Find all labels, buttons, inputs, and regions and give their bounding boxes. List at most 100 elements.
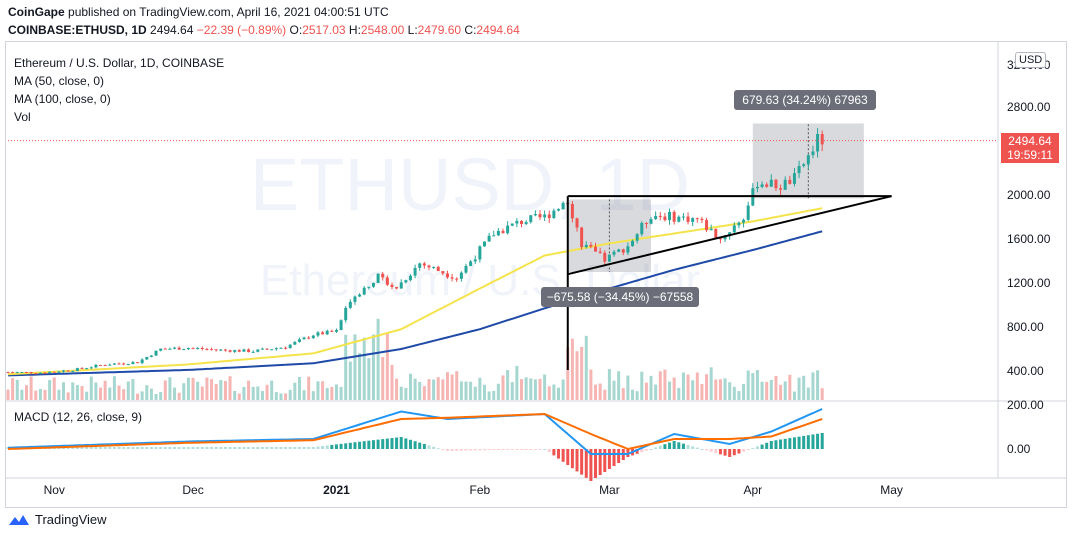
volume-bar bbox=[603, 389, 607, 400]
candle-body bbox=[362, 287, 366, 295]
candle-body bbox=[325, 330, 329, 335]
legend-ma50[interactable]: MA (50, close, 0) bbox=[14, 74, 105, 88]
volume-bar bbox=[103, 380, 107, 400]
candle-body bbox=[501, 230, 505, 234]
macd-histogram-bar bbox=[811, 434, 815, 449]
volume-bar bbox=[557, 387, 561, 400]
volume-bar bbox=[797, 377, 801, 400]
up-measure-label: 679.63 (34.24%) 67963 bbox=[742, 93, 868, 107]
down-measure-label: −675.58 (−34.45%) −67558 bbox=[547, 290, 694, 304]
macd-histogram-bar bbox=[723, 449, 727, 456]
volume-bar bbox=[436, 377, 440, 400]
down-measure-label-bg bbox=[541, 287, 699, 307]
footer-brand[interactable]: TradingView bbox=[8, 512, 107, 527]
volume-bar bbox=[334, 384, 338, 400]
ohlc-bar: COINBASE:ETHUSD, 1D 2494.64 −22.39 (−0.8… bbox=[8, 23, 520, 37]
volume-bar bbox=[524, 377, 528, 400]
volume-bar bbox=[52, 377, 56, 400]
macd-histogram-bar bbox=[515, 449, 519, 450]
macd-histogram-bar bbox=[746, 449, 750, 450]
volume-bar bbox=[75, 385, 79, 400]
volume-bar bbox=[288, 389, 292, 400]
volume-bar bbox=[297, 376, 301, 400]
currency-badge[interactable]: USD bbox=[1015, 52, 1047, 68]
macd-histogram-bar bbox=[654, 447, 658, 449]
publish-text: published on TradingView.com, April 16, … bbox=[68, 5, 389, 19]
macd-histogram-bar bbox=[769, 441, 773, 449]
macd-histogram-bar bbox=[450, 449, 454, 451]
triangle-drawing[interactable] bbox=[8, 140, 998, 370]
macd-histogram-bar bbox=[302, 447, 306, 449]
candle-body bbox=[247, 349, 251, 353]
macd-histogram-bar bbox=[279, 447, 283, 449]
macd-histogram-bar bbox=[112, 447, 116, 449]
macd-histogram-bar bbox=[478, 449, 482, 451]
volume-bar bbox=[783, 381, 787, 400]
macd-histogram-bar bbox=[779, 439, 783, 449]
candle-body bbox=[15, 372, 19, 374]
volume-bar bbox=[159, 392, 163, 400]
candle-body bbox=[89, 367, 93, 369]
candle-body bbox=[334, 330, 338, 332]
candle-body bbox=[284, 347, 288, 349]
legend-ma100[interactable]: MA (100, close, 0) bbox=[14, 92, 111, 106]
volume-bar bbox=[311, 391, 315, 400]
candle-body bbox=[256, 349, 260, 352]
price-tick-label: 1600.00 bbox=[1007, 232, 1051, 246]
macd-histogram-bar bbox=[427, 445, 431, 449]
volume-bar bbox=[640, 371, 644, 400]
volume-bar bbox=[714, 379, 718, 400]
volume-bar bbox=[293, 382, 297, 400]
candle-body bbox=[543, 214, 547, 218]
candle-body bbox=[339, 320, 343, 331]
volume-bar bbox=[487, 391, 491, 400]
volume-bar bbox=[186, 377, 190, 400]
candle-body bbox=[496, 230, 500, 236]
volume-bar bbox=[677, 387, 681, 400]
candle-body bbox=[732, 225, 736, 233]
volume-bar bbox=[210, 379, 214, 400]
candle-body bbox=[631, 240, 635, 247]
volume-bar bbox=[520, 379, 524, 400]
volume-bar bbox=[367, 358, 371, 400]
macd-histogram-bar bbox=[802, 435, 806, 449]
macd-histogram-bar bbox=[103, 447, 107, 449]
volume-bar bbox=[85, 391, 89, 400]
volume-bar bbox=[695, 372, 699, 400]
grid bbox=[6, 42, 1066, 479]
volume-bar bbox=[510, 382, 514, 400]
candle-body bbox=[94, 364, 98, 368]
volume-bar bbox=[154, 393, 158, 400]
volume-bar bbox=[570, 338, 574, 400]
macd-histogram-bar bbox=[89, 447, 93, 449]
macd-histogram-bar bbox=[496, 449, 500, 450]
candle-body bbox=[432, 266, 436, 268]
candle-body bbox=[552, 210, 556, 219]
candle-body bbox=[293, 341, 297, 345]
macd-histogram-bar bbox=[228, 447, 232, 449]
candle-body bbox=[219, 349, 223, 351]
macd-histogram-bar bbox=[214, 447, 218, 449]
macd-histogram-bar bbox=[122, 447, 126, 449]
volume-bar bbox=[575, 351, 579, 400]
volume-bar bbox=[117, 385, 121, 400]
candle-body bbox=[136, 362, 140, 364]
candle-body bbox=[210, 349, 214, 351]
time-axis[interactable]: Nov Dec 2021 Feb Mar Apr May bbox=[44, 483, 903, 497]
candle-body bbox=[71, 370, 75, 372]
price-tick-label: 1200.00 bbox=[1007, 276, 1051, 290]
candle-body bbox=[29, 372, 33, 374]
volume-bar bbox=[802, 375, 806, 400]
time-tick-label: Nov bbox=[44, 483, 65, 497]
macd-histogram-bar bbox=[99, 447, 103, 449]
candle-body bbox=[186, 348, 190, 350]
volume-bar bbox=[371, 334, 375, 400]
macd-histogram-bar bbox=[358, 441, 362, 449]
macd-legend[interactable]: MACD (12, 26, close, 9) bbox=[14, 410, 143, 424]
macd-histogram-bar bbox=[644, 449, 648, 451]
macd-histogram-bar bbox=[196, 447, 200, 449]
legend-vol[interactable]: Vol bbox=[14, 110, 31, 124]
price-tick-label: 2800.00 bbox=[1007, 100, 1051, 114]
ma50-path bbox=[7, 207, 823, 376]
